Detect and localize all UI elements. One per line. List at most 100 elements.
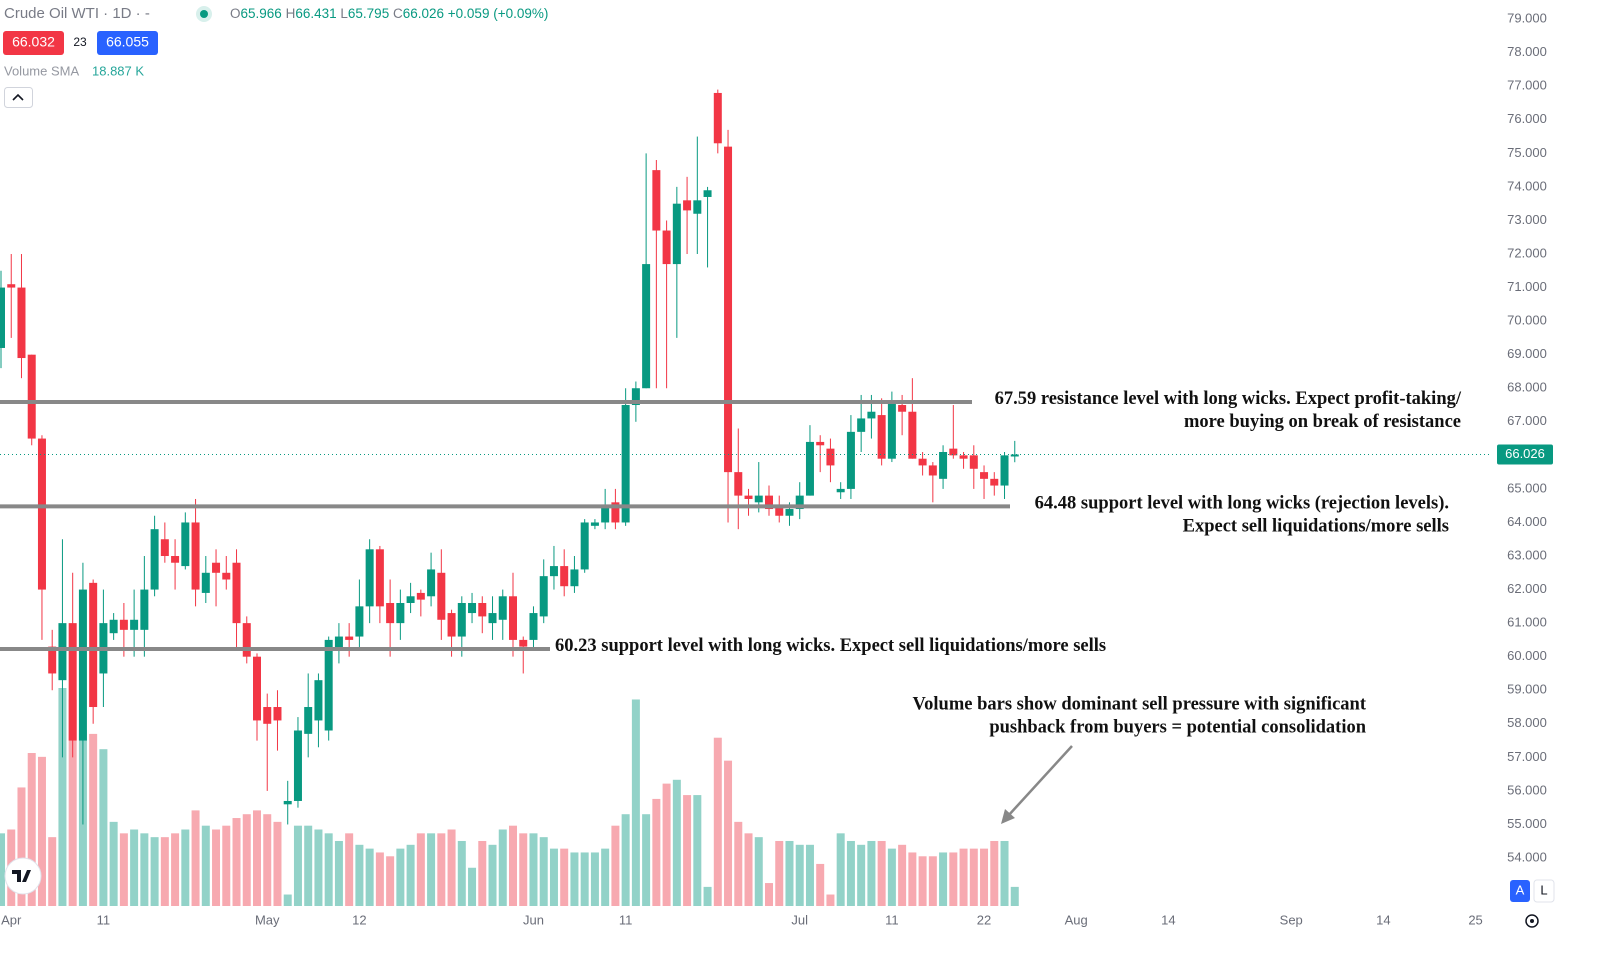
candle-body xyxy=(27,354,36,439)
y-tick-label: 77.000 xyxy=(1507,78,1547,93)
bid-price: 66.032 xyxy=(12,34,55,50)
candle-body xyxy=(560,566,569,587)
volume-bar xyxy=(580,852,589,906)
x-tick-label: Jun xyxy=(523,912,544,927)
logo-circle[interactable] xyxy=(4,857,42,895)
level-note: 60.23 support level with long wicks. Exp… xyxy=(555,636,1106,656)
candle-body xyxy=(7,284,16,288)
volume-bar xyxy=(949,852,958,906)
volume-bar xyxy=(652,798,661,906)
volume-bar xyxy=(109,821,118,906)
h-letter: H xyxy=(286,6,296,21)
volume-bar xyxy=(529,833,538,906)
candle-body xyxy=(611,502,620,523)
volume-bar xyxy=(488,844,497,906)
volume-bar xyxy=(406,844,415,906)
x-tick-label: 14 xyxy=(1376,912,1390,927)
volume-bar xyxy=(447,829,456,906)
candle-body xyxy=(181,522,190,567)
volume-bar xyxy=(386,856,395,906)
volume-bar xyxy=(396,848,405,906)
volume-bar xyxy=(754,837,763,906)
candle-body xyxy=(314,680,323,721)
volume-bar xyxy=(27,753,36,906)
candle-body xyxy=(570,569,579,587)
volume-bar xyxy=(908,852,917,906)
candle-body xyxy=(990,478,999,486)
candle-body xyxy=(662,230,671,265)
candle-body xyxy=(846,431,855,489)
candle-body xyxy=(765,495,773,510)
candle-body xyxy=(416,592,425,600)
candle-body xyxy=(171,556,180,563)
y-tick-label: 63.000 xyxy=(1507,547,1547,562)
collapse-button[interactable] xyxy=(4,87,33,108)
volume-bar xyxy=(959,848,968,906)
volume-bar xyxy=(683,795,692,906)
volume-bar xyxy=(365,848,374,906)
volume-bar xyxy=(724,760,733,906)
volume-bar xyxy=(324,833,333,906)
volume-bar xyxy=(345,833,354,906)
y-tick-label: 75.000 xyxy=(1507,145,1547,160)
auto-scale-button[interactable] xyxy=(1510,880,1530,902)
candle-body xyxy=(980,472,989,479)
volume-bar xyxy=(273,821,282,906)
x-tick-label: 14 xyxy=(1161,912,1175,927)
candle-body xyxy=(212,562,221,573)
candle-body xyxy=(795,495,804,510)
volume-bar xyxy=(232,818,241,906)
volume-bar xyxy=(980,848,989,906)
candle-body xyxy=(140,589,149,630)
volume-bar xyxy=(478,840,487,906)
settings-icon-core xyxy=(1530,919,1534,923)
candle-body xyxy=(928,465,937,476)
candle-body xyxy=(969,455,978,469)
candle-body xyxy=(68,623,77,741)
volume-bar xyxy=(549,848,558,906)
candle-body xyxy=(509,596,517,640)
volume-bar xyxy=(805,844,814,906)
y-tick-label: 54.000 xyxy=(1507,849,1547,864)
level-note: 64.48 support level with long wicks (rej… xyxy=(1035,494,1449,514)
x-tick-label: 12 xyxy=(352,912,366,927)
y-tick-label: 59.000 xyxy=(1507,682,1547,697)
candle-body xyxy=(908,411,917,459)
candle-body xyxy=(775,505,784,516)
candle-body xyxy=(273,707,282,721)
candle-body xyxy=(621,405,630,523)
candle-body xyxy=(724,146,733,473)
ask-box[interactable] xyxy=(97,31,158,55)
candle-body xyxy=(201,572,210,593)
log-scale-button[interactable] xyxy=(1533,879,1555,903)
volume-bar xyxy=(263,814,272,906)
candle-body xyxy=(191,522,200,590)
candle-body xyxy=(130,619,139,630)
volume-bar xyxy=(621,814,630,906)
spread: 23 xyxy=(73,35,87,49)
y-tick-label: 58.000 xyxy=(1507,715,1547,730)
candle-body xyxy=(478,602,487,617)
volume-bar xyxy=(918,856,927,906)
volume-bar xyxy=(212,829,221,906)
volume-bar xyxy=(314,829,323,906)
volume-bar xyxy=(570,852,579,906)
volume-bar xyxy=(99,749,108,906)
bid-box[interactable] xyxy=(3,31,64,55)
candle-body xyxy=(304,707,313,734)
candle-body xyxy=(754,495,763,503)
volume-bar xyxy=(744,833,753,906)
settings-icon[interactable] xyxy=(1525,914,1539,928)
annotation-arrow xyxy=(1007,745,1073,817)
candle-body xyxy=(150,529,159,590)
x-tick-label: Sep xyxy=(1280,912,1303,927)
candle-body xyxy=(365,549,374,607)
status-dot xyxy=(200,10,208,18)
x-tick-label: Jul xyxy=(791,912,808,927)
candle-body xyxy=(253,656,261,721)
plot-area xyxy=(0,89,1019,906)
volume-bar xyxy=(509,825,517,906)
candle-body xyxy=(232,562,241,624)
candle-body xyxy=(119,619,128,630)
y-tick-label: 72.000 xyxy=(1507,245,1547,260)
